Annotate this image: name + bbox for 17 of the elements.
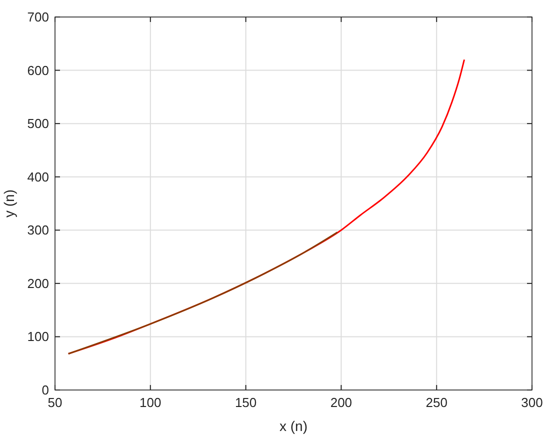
line-series — [68, 232, 338, 355]
y-axis-title: y (n) — [1, 190, 17, 218]
y-tick-label: 200 — [27, 276, 49, 291]
x-tick-label: 200 — [330, 395, 352, 410]
y-tick-label: 0 — [42, 382, 49, 398]
y-tick-label: 300 — [27, 222, 49, 238]
y-tick-label: 400 — [27, 169, 49, 184]
x-axis-title: x (n) — [280, 418, 308, 434]
y-tick-label: 700 — [27, 10, 49, 24]
y-tick-label: 600 — [27, 62, 49, 78]
x-tick-label: 50 — [48, 395, 62, 410]
y-tick-label: 100 — [27, 329, 49, 344]
y-tick-label: 500 — [27, 116, 49, 132]
x-tick-label: 300 — [521, 395, 543, 410]
x-tick-label: 100 — [140, 395, 162, 410]
x-tick-label: 150 — [234, 395, 257, 410]
x-tick-label: 250 — [426, 395, 448, 410]
